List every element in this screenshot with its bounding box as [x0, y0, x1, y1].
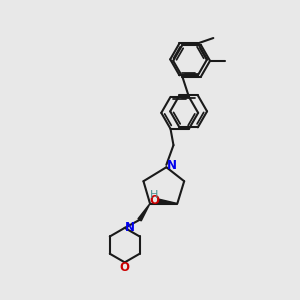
Text: O: O [120, 261, 130, 274]
Polygon shape [138, 203, 150, 221]
Text: N: N [167, 159, 177, 172]
Text: N: N [125, 221, 135, 234]
Polygon shape [159, 199, 177, 203]
Text: O: O [149, 194, 159, 207]
Text: H: H [150, 190, 158, 200]
